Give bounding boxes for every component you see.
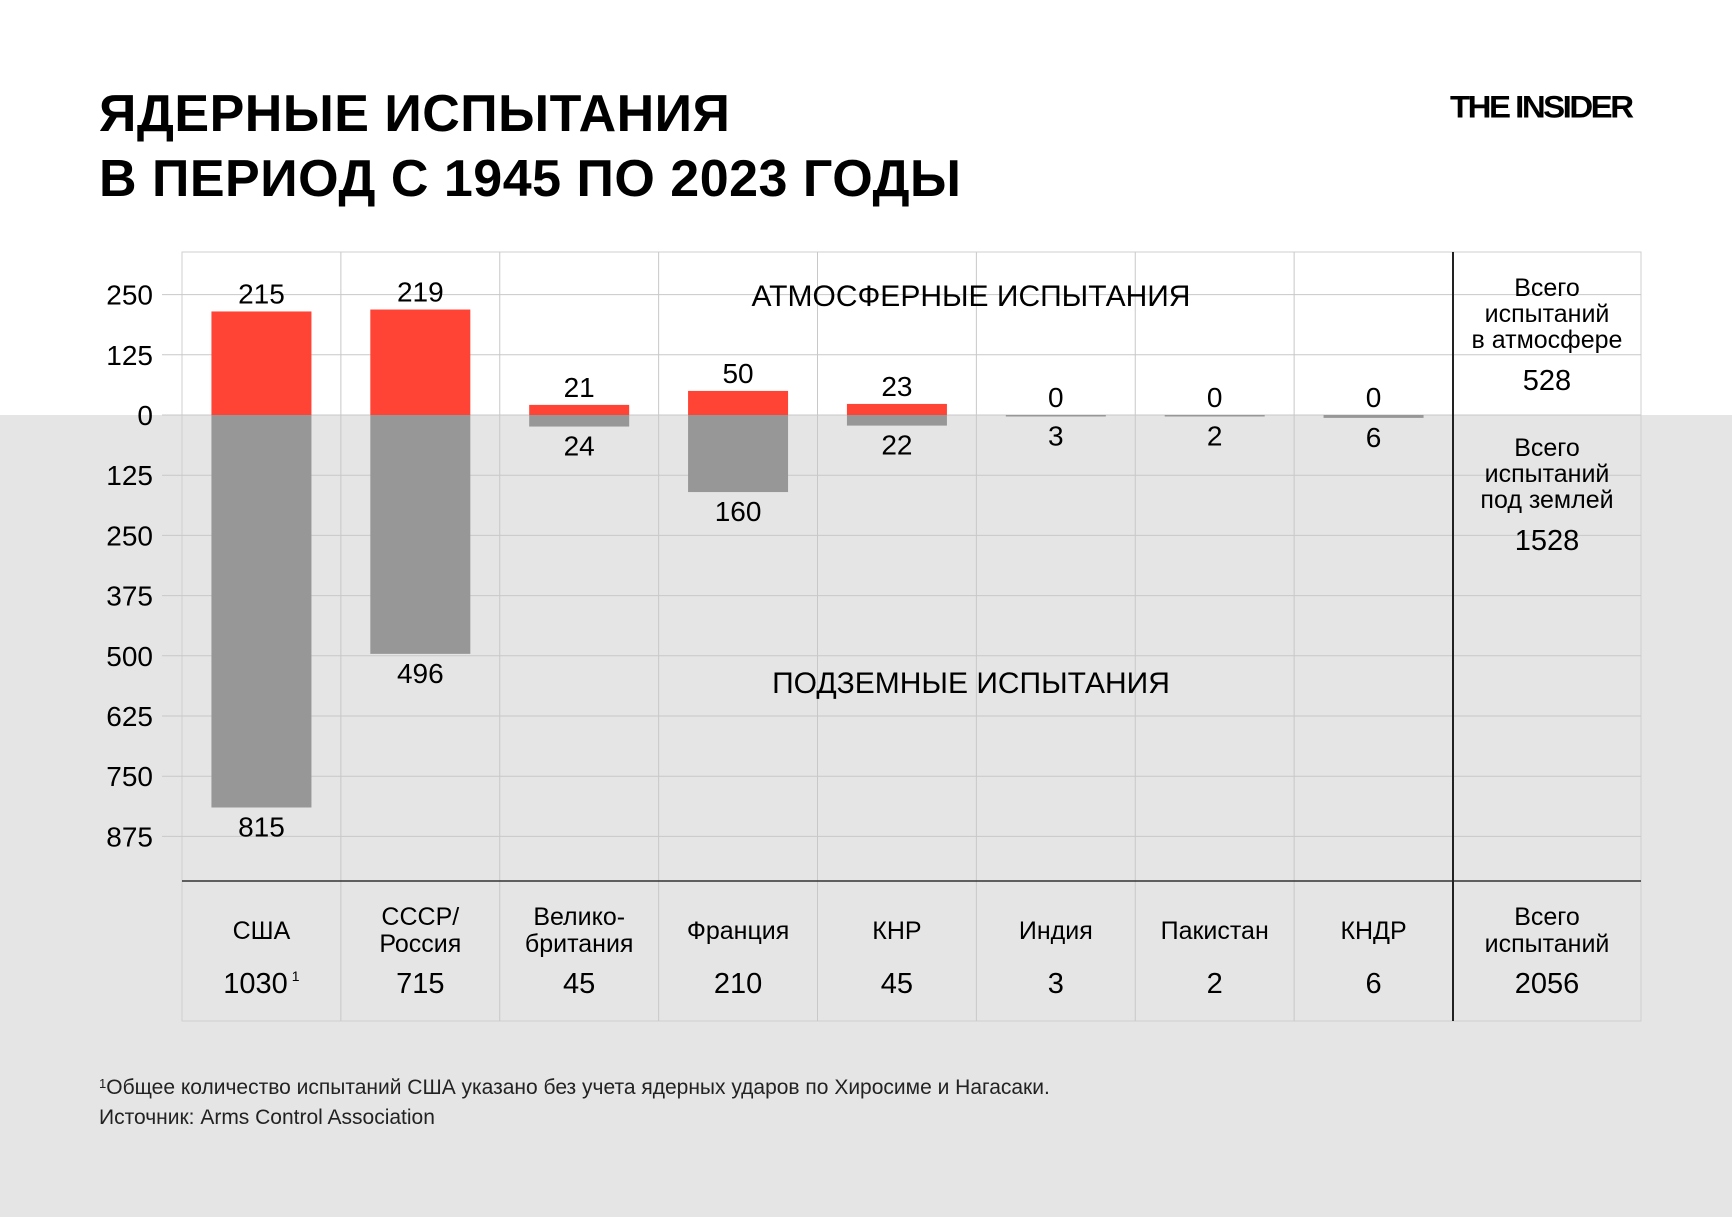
country-label: Велико- bbox=[533, 903, 625, 931]
country-total: 3 bbox=[1048, 968, 1064, 1000]
underground-value-label: 160 bbox=[715, 496, 762, 527]
y-tick-label: 125 bbox=[106, 340, 153, 371]
atmospheric-bar bbox=[688, 390, 789, 415]
summary-underground-label: Всего bbox=[1514, 434, 1580, 462]
country-total: 210 bbox=[714, 968, 762, 1000]
y-tick-label: 125 bbox=[106, 460, 153, 491]
underground-value-label: 6 bbox=[1366, 422, 1382, 453]
underground-value-label: 496 bbox=[397, 658, 444, 689]
country-label: КНР bbox=[872, 917, 921, 945]
summary-total-label: Всего bbox=[1514, 903, 1580, 931]
country-total: 1030 1 bbox=[223, 968, 300, 1000]
total-footnote-mark: 1 bbox=[292, 968, 300, 984]
atmospheric-bar bbox=[529, 404, 630, 415]
atmospheric-value-label: 21 bbox=[564, 372, 595, 403]
grid-frame bbox=[181, 251, 1642, 1022]
underground-value-label: 24 bbox=[564, 431, 595, 462]
summary-total-label: испытаний bbox=[1485, 930, 1610, 958]
atmospheric-value-label: 23 bbox=[881, 371, 912, 402]
atmospheric-bar bbox=[211, 311, 312, 415]
summary-atmospheric-label: испытаний bbox=[1485, 300, 1610, 328]
footnote: 1Общее количество испытаний США указано … bbox=[99, 1076, 1050, 1100]
underground-bar bbox=[370, 415, 471, 654]
atmospheric-value-label: 215 bbox=[238, 278, 285, 309]
atmospheric-value-label: 0 bbox=[1207, 382, 1223, 413]
underground-bar bbox=[529, 415, 630, 427]
atmospheric-value-label: 0 bbox=[1048, 382, 1064, 413]
country-label: КНДР bbox=[1340, 917, 1406, 945]
atmospheric-value-label: 219 bbox=[397, 277, 444, 308]
y-tick-label: 0 bbox=[137, 400, 153, 431]
underground-value-label: 3 bbox=[1048, 421, 1064, 452]
underground-value-label: 2 bbox=[1207, 421, 1223, 452]
chart-title-line1: ЯДЕРНЫЕ ИСПЫТАНИЯ bbox=[99, 85, 731, 143]
country-label: СССР/ bbox=[381, 903, 459, 931]
country-total: 45 bbox=[881, 968, 913, 1000]
footnote-text: Общее количество испытаний США указано б… bbox=[106, 1076, 1050, 1099]
summary-total-value: 2056 bbox=[1515, 968, 1580, 1000]
atmospheric-series-label: АТМОСФЕРНЫЕ ИСПЫТАНИЯ bbox=[752, 280, 1191, 313]
chart-title-line2: В ПЕРИОД С 1945 ПО 2023 ГОДЫ bbox=[99, 150, 962, 208]
underground-bar bbox=[1323, 415, 1424, 418]
country-total: 45 bbox=[563, 968, 595, 1000]
country-label: британия bbox=[525, 930, 634, 958]
country-label: Франция bbox=[687, 917, 789, 945]
atmospheric-bar bbox=[846, 403, 947, 415]
footnote-mark: 1 bbox=[99, 1076, 107, 1091]
country-total: 715 bbox=[396, 968, 444, 1000]
underground-value-label: 22 bbox=[881, 430, 912, 461]
summary-atmospheric-label: Всего bbox=[1514, 274, 1580, 302]
summary-atmospheric-label: в атмосфере bbox=[1472, 326, 1623, 354]
underground-series-label: ПОДЗЕМНЫЕ ИСПЫТАНИЯ bbox=[772, 667, 1170, 700]
underground-bar bbox=[211, 415, 312, 808]
source-note: Источник: Arms Control Association bbox=[99, 1106, 435, 1129]
summary-underground-value: 1528 bbox=[1515, 525, 1580, 557]
underground-bar bbox=[1164, 415, 1265, 417]
underground-value-label: 815 bbox=[238, 812, 285, 843]
summary-underground-label: испытаний bbox=[1485, 460, 1610, 488]
underground-bar bbox=[688, 415, 789, 493]
y-tick-label: 625 bbox=[106, 701, 153, 732]
the-insider-logo: THE INSIDER bbox=[1450, 88, 1634, 125]
underground-bar bbox=[1005, 415, 1106, 417]
country-label: Россия bbox=[379, 930, 461, 958]
y-tick-label: 250 bbox=[106, 520, 153, 551]
summary-underground-label: под землей bbox=[1480, 486, 1613, 514]
country-label: Пакистан bbox=[1161, 917, 1269, 945]
y-tick-label: 875 bbox=[106, 821, 153, 852]
country-total: 6 bbox=[1365, 968, 1381, 1000]
country-label: Индия bbox=[1019, 917, 1093, 945]
atmospheric-value-label: 0 bbox=[1366, 382, 1382, 413]
country-label: США bbox=[233, 917, 291, 945]
y-tick-label: 250 bbox=[106, 280, 153, 311]
summary-atmospheric-value: 528 bbox=[1523, 365, 1571, 397]
atmospheric-value-label: 50 bbox=[722, 358, 753, 389]
y-tick-label: 500 bbox=[106, 641, 153, 672]
y-tick-label: 375 bbox=[106, 581, 153, 612]
y-tick-label: 750 bbox=[106, 761, 153, 792]
atmospheric-bar bbox=[370, 309, 471, 415]
country-total: 2 bbox=[1207, 968, 1223, 1000]
underground-bar bbox=[846, 415, 947, 426]
